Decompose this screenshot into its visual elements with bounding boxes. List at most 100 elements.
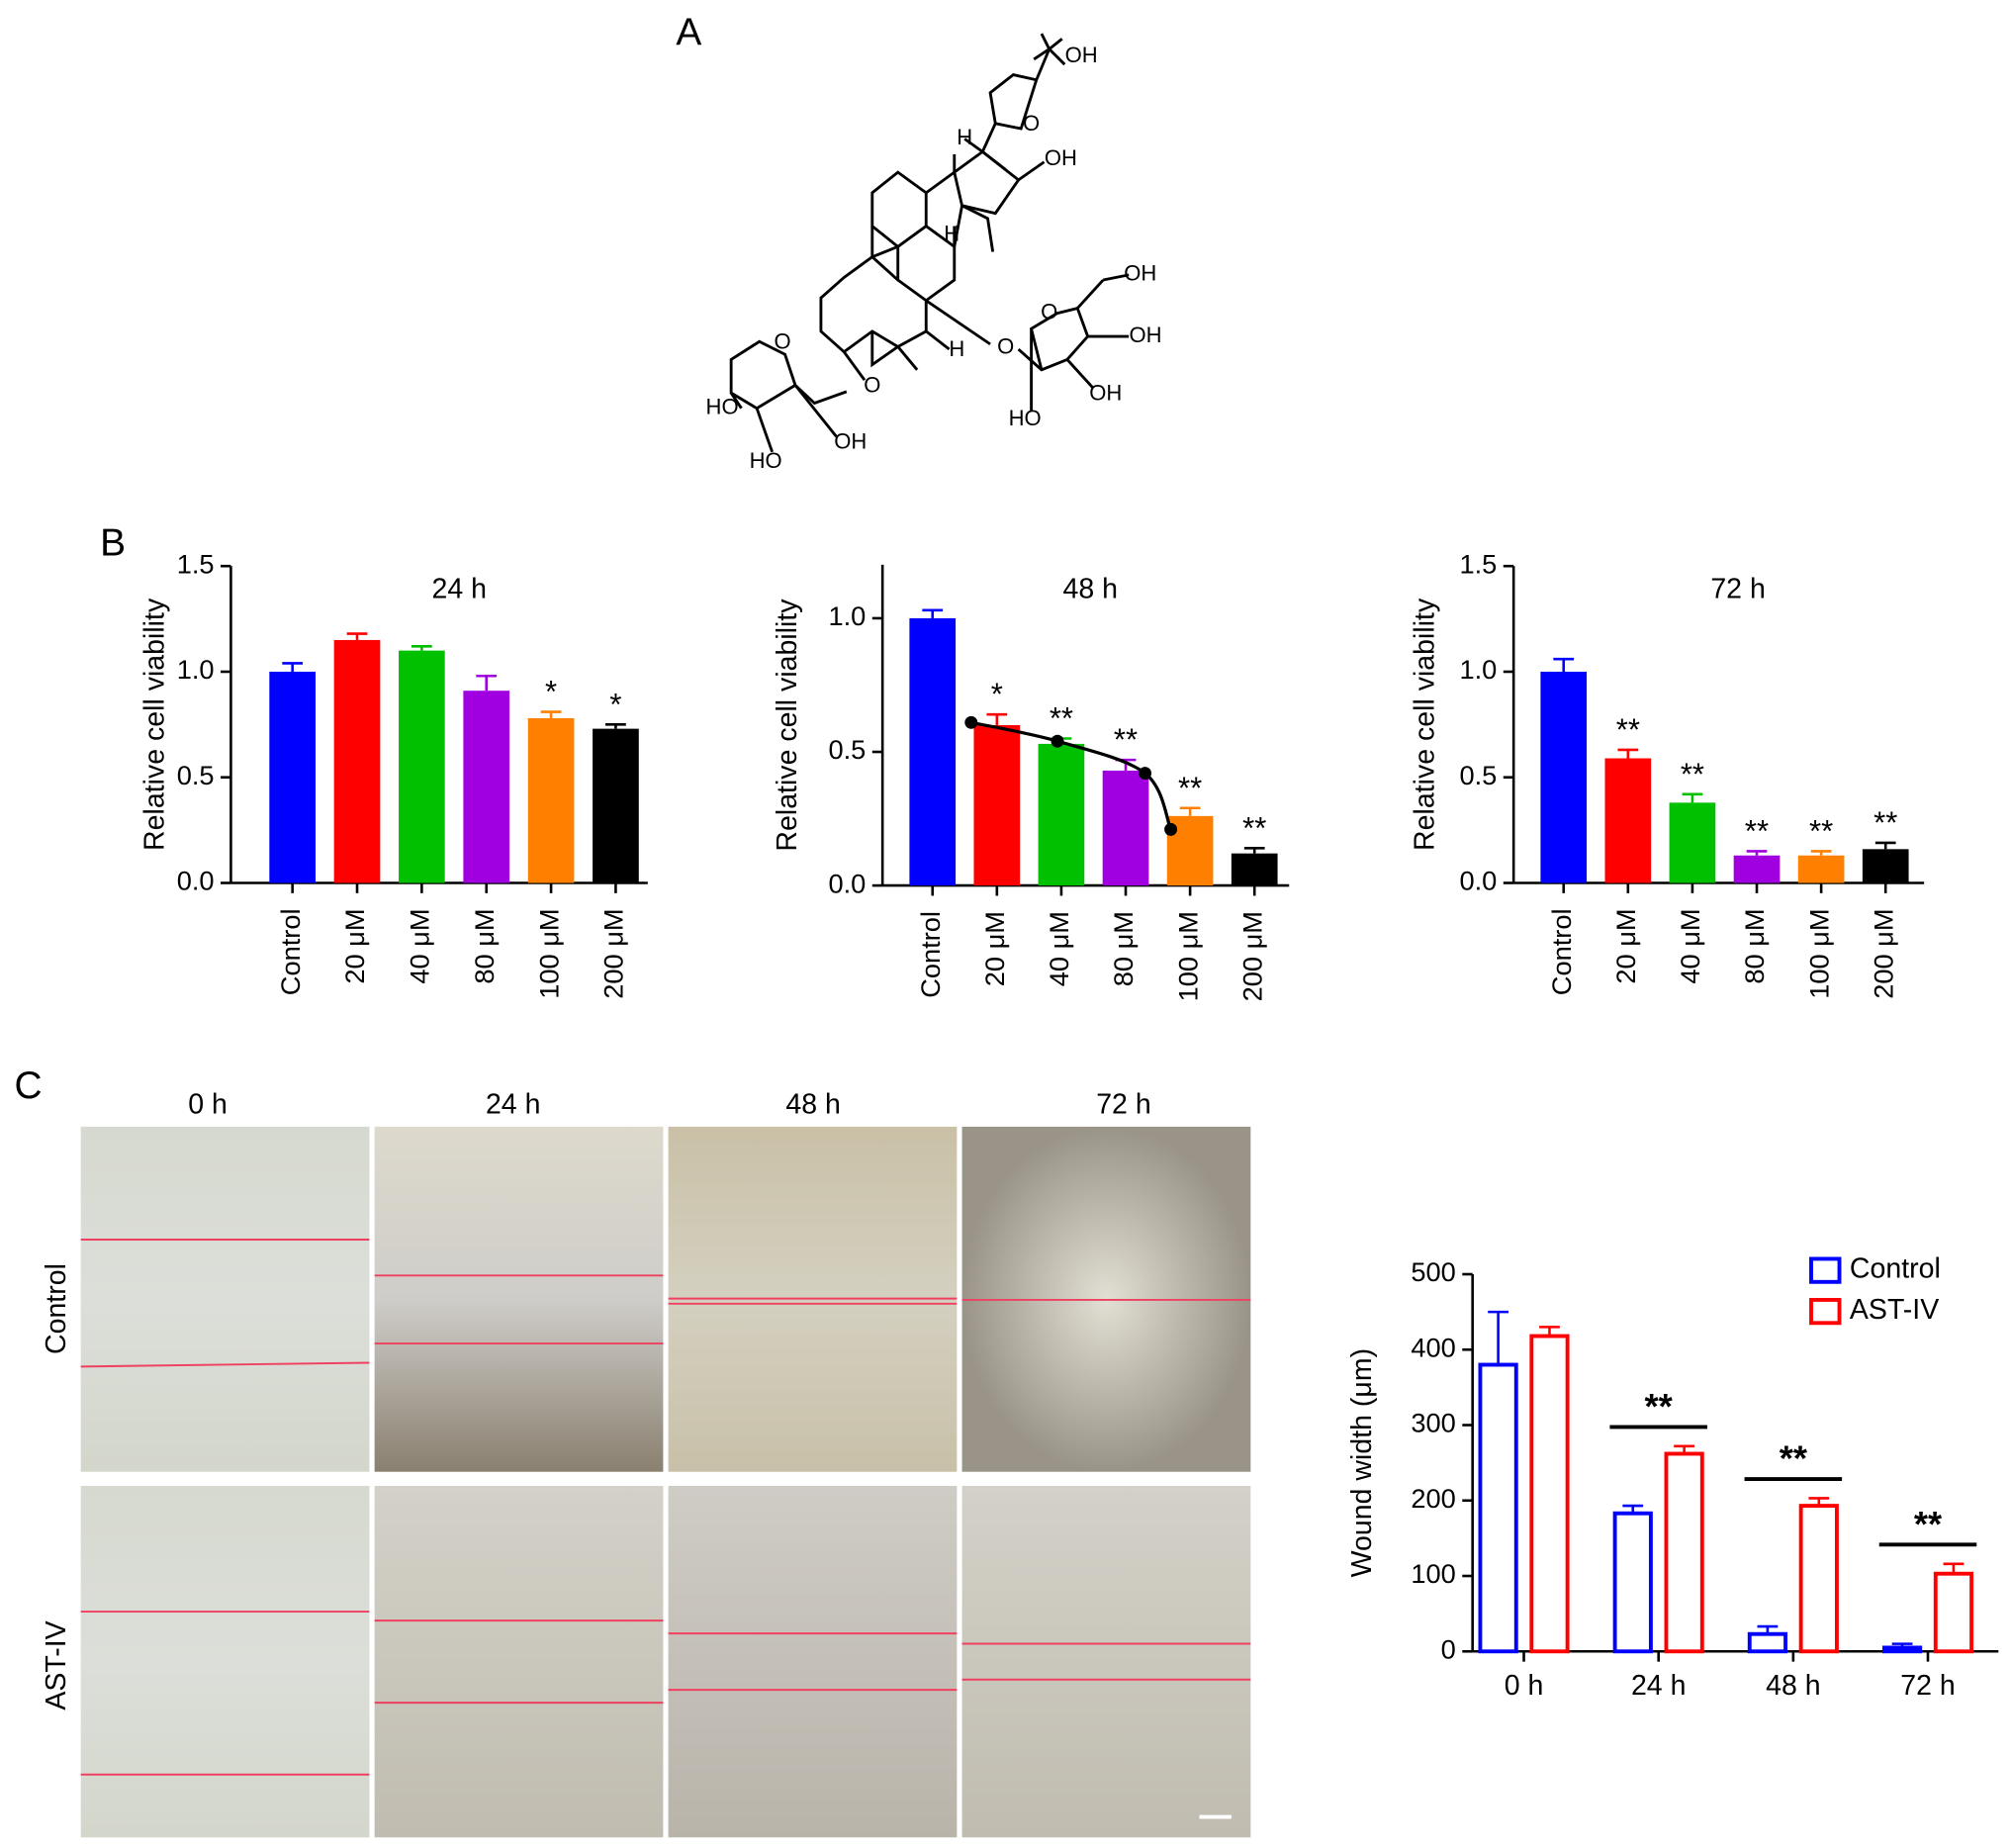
x-tick-label: 100 μM (533, 908, 564, 998)
atom-label: H (944, 221, 959, 245)
y-tick-label: 200 (1411, 1483, 1455, 1514)
x-tick-label: Control (275, 908, 306, 995)
atom-label: OH (1129, 323, 1161, 347)
y-tick-label: 1.0 (828, 601, 866, 631)
chart-title: 48 h (1062, 573, 1118, 604)
bar (463, 691, 510, 883)
error-bar (1746, 850, 1768, 856)
x-tick-label: 20 μM (979, 911, 1010, 986)
bar (269, 671, 316, 883)
column-label: 0 h (188, 1089, 228, 1121)
bar (1231, 853, 1278, 886)
error-bar (1617, 748, 1639, 759)
x-tick-label: Control (1546, 908, 1577, 995)
x-tick-label: 20 μM (1610, 908, 1641, 983)
atom-label: OH (1089, 380, 1122, 405)
atom-label: OH (1045, 145, 1077, 170)
y-axis-label: Relative cell viability (1410, 598, 1441, 851)
x-tick-label: 100 μM (1172, 911, 1203, 1001)
micrograph (374, 1485, 664, 1838)
bar (1669, 802, 1716, 883)
error-bar (540, 710, 562, 718)
bar (527, 717, 575, 883)
micrographs (80, 1126, 1251, 1838)
column-label: 48 h (785, 1089, 840, 1121)
y-tick-label: 400 (1411, 1332, 1455, 1362)
atom-label: OH (1124, 261, 1156, 286)
significance: ** (1242, 810, 1266, 845)
y-tick-label: 0.0 (177, 866, 215, 896)
micrograph (374, 1126, 664, 1472)
bar (973, 725, 1021, 886)
significance: ** (1681, 757, 1704, 791)
chemical-structure (729, 33, 1130, 453)
x-tick-label: 80 μM (1108, 911, 1139, 986)
atom-label: HO (706, 395, 739, 419)
x-tick-label: 48 h (1766, 1670, 1821, 1702)
error-bar (411, 645, 432, 651)
error-bar (922, 608, 944, 618)
significance: ** (1780, 1437, 1808, 1478)
atom-label: HO (750, 448, 782, 473)
x-tick-label: 200 μM (598, 908, 629, 998)
fit-point (964, 715, 978, 729)
error-bar (346, 632, 368, 640)
legend-label: AST-IV (1850, 1294, 1939, 1326)
significance: * (991, 677, 1003, 711)
bar (333, 639, 381, 883)
x-tick-label: Control (915, 911, 946, 998)
error-bar (1243, 846, 1265, 854)
error-bar (1179, 806, 1201, 816)
y-tick-label: 0.5 (828, 734, 866, 765)
row-label: AST-IV (41, 1620, 72, 1709)
significance: ** (1873, 805, 1897, 840)
atom-label: O (774, 328, 790, 353)
x-tick-label: 72 h (1900, 1670, 1956, 1702)
fit-curve (970, 720, 1173, 831)
atom-label: H (957, 125, 972, 149)
bar (1733, 855, 1781, 883)
row-label: Control (41, 1263, 72, 1354)
bar (1933, 1571, 1974, 1654)
fit-point (1051, 734, 1064, 748)
wound-edges (80, 1239, 1251, 1776)
significance: ** (1114, 722, 1138, 757)
y-tick-label: 1.0 (177, 654, 215, 685)
atom-label: O (1023, 111, 1040, 136)
y-tick-label: 0.5 (177, 760, 215, 790)
bar (1797, 855, 1845, 883)
y-tick-label: 0.0 (828, 868, 866, 898)
y-tick-label: 500 (1411, 1256, 1455, 1287)
atom-label: H (949, 336, 964, 361)
legend-label: Control (1850, 1253, 1941, 1285)
bar (1102, 770, 1149, 886)
error-bar (605, 723, 626, 729)
y-axis-label: Wound width (μm) (1346, 1348, 1378, 1577)
significance: * (609, 687, 621, 721)
bar (1881, 1645, 1923, 1654)
significance: ** (1809, 814, 1833, 849)
y-axis-label: Relative cell viability (772, 599, 803, 852)
bar (1540, 671, 1588, 883)
atom-label: O (864, 372, 880, 397)
chart-title: 24 h (431, 573, 487, 604)
bar (1038, 743, 1085, 886)
x-tick-label: 200 μM (1868, 908, 1898, 998)
atom-label: HO (1009, 406, 1042, 430)
significance: ** (1616, 712, 1640, 747)
y-tick-label: 0 (1441, 1633, 1456, 1664)
y-tick-label: 1.0 (1459, 654, 1497, 685)
bar (1604, 758, 1652, 883)
bar (1478, 1362, 1518, 1654)
x-tick-label: 40 μM (1044, 911, 1074, 986)
chart-title: 72 h (1710, 573, 1766, 604)
y-tick-label: 1.5 (177, 548, 215, 579)
micrograph (961, 1485, 1251, 1838)
micrograph (80, 1485, 370, 1838)
y-tick-label: 1.5 (1459, 548, 1497, 579)
bar (1664, 1451, 1704, 1654)
bar (399, 650, 445, 883)
x-tick-label: 80 μM (469, 908, 500, 983)
fit-point (1139, 767, 1152, 781)
error-bar (282, 662, 304, 672)
